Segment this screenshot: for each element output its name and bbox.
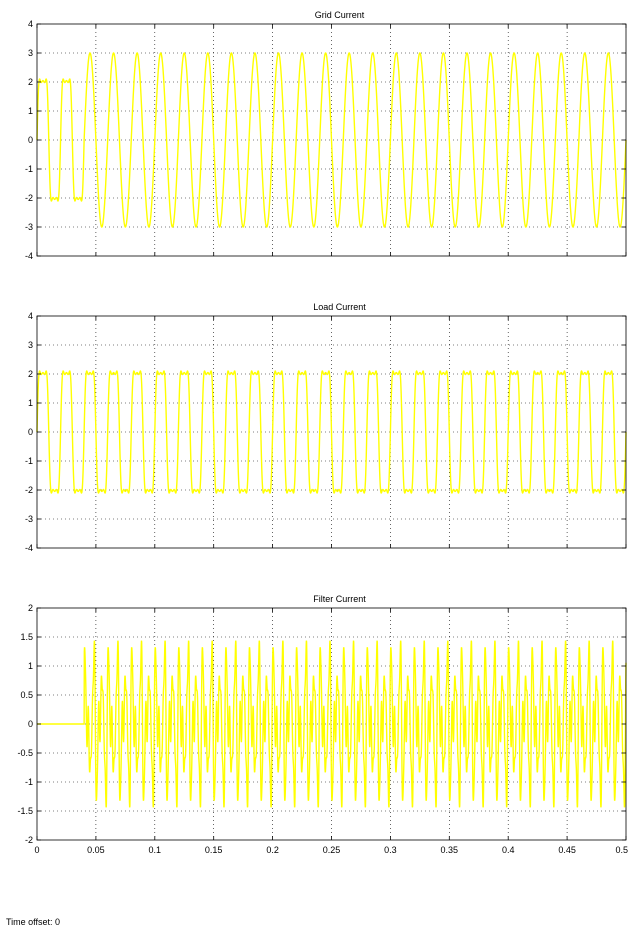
- y-tick-label: 1.5: [20, 632, 33, 642]
- y-tick-label: -3: [25, 222, 33, 232]
- y-tick-label: -1: [25, 164, 33, 174]
- x-tick-label: 0.05: [87, 845, 105, 855]
- y-tick-label: 0.5: [20, 690, 33, 700]
- time-offset-label: Time offset:: [6, 917, 53, 927]
- y-tick-label: 0: [28, 135, 33, 145]
- time-offset-readout: Time offset: 0: [6, 917, 60, 927]
- x-tick-label: 0.25: [323, 845, 341, 855]
- series-line-3: [37, 640, 627, 808]
- y-tick-label: 1: [28, 398, 33, 408]
- series-line-1: [36, 52, 627, 228]
- y-tick-label: 4: [28, 311, 33, 321]
- y-tick-label: 2: [28, 603, 33, 613]
- chart-panel-2: -4 -3 -2 -1 0 1 2 3 4 Load Current: [25, 302, 627, 553]
- y-tick-label: 0: [28, 427, 33, 437]
- x-tick-label: 0.2: [266, 845, 279, 855]
- y-tick-label: -1: [25, 777, 33, 787]
- y-tick-label: -3: [25, 514, 33, 524]
- time-offset-value: 0: [55, 917, 61, 927]
- chart-title: Load Current: [313, 302, 366, 312]
- x-tick-label: 0: [34, 845, 39, 855]
- y-tick-label: 1: [28, 106, 33, 116]
- x-tick-label: 0.35: [441, 845, 459, 855]
- chart-panel-3: -2 -1.5 -1 -0.5 0 0.5 1 1.5 2 0 0.05 0.1 0.15 0.2 0.25…: [17, 594, 628, 855]
- y-tick-label: 2: [28, 77, 33, 87]
- y-tick-label: 0: [28, 719, 33, 729]
- y-tick-label: -1: [25, 456, 33, 466]
- y-tick-label: -2: [25, 193, 33, 203]
- y-tick-label: -4: [25, 251, 33, 261]
- x-tick-label: 0.4: [502, 845, 515, 855]
- x-tick-label: 0.45: [558, 845, 576, 855]
- x-tick-label: 0.5: [615, 845, 628, 855]
- y-tick-label: -1.5: [17, 806, 33, 816]
- x-tick-label: 0.3: [384, 845, 397, 855]
- chart-panel-1: -4 -3 -2 -1 0 1 2 3 4 Grid Current: [25, 10, 627, 261]
- y-tick-label: 3: [28, 340, 33, 350]
- x-tick-label: 0.15: [205, 845, 223, 855]
- x-tick-label: 0.1: [149, 845, 162, 855]
- y-tick-label: -4: [25, 543, 33, 553]
- y-tick-label: 4: [28, 19, 33, 29]
- chart-title: Grid Current: [315, 10, 365, 20]
- y-tick-label: 3: [28, 48, 33, 58]
- y-tick-label: 1: [28, 661, 33, 671]
- y-tick-label: 2: [28, 369, 33, 379]
- y-tick-label: -0.5: [17, 748, 33, 758]
- series-line-2: [36, 370, 627, 494]
- chart-title: Filter Current: [313, 594, 366, 604]
- y-tick-label: -2: [25, 485, 33, 495]
- y-tick-label: -2: [25, 835, 33, 845]
